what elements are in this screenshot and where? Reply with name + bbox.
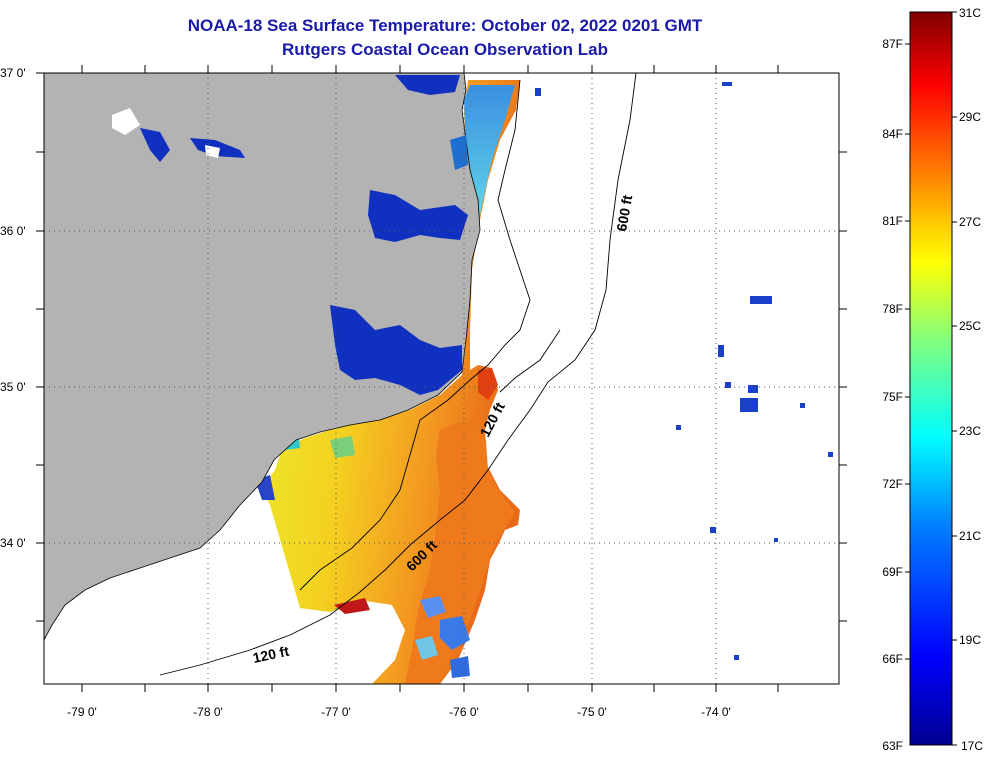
colorbar: 87F 84F 81F 78F 75F 72F 69F 66F 63F 31C …	[882, 6, 983, 753]
cloud-patches-land	[112, 108, 220, 158]
lon-label-74: -74 0'	[701, 705, 731, 719]
cbar-f-78: 78F	[882, 302, 903, 316]
contour-label-600-north: 600 ft	[613, 193, 635, 232]
cbar-c-29: 29C	[959, 110, 981, 124]
graticule	[44, 73, 839, 684]
map-frame	[43, 72, 840, 685]
lat-label-37: 37 0'	[0, 66, 26, 80]
sst-swath	[255, 80, 520, 684]
lon-label-76: -76 0'	[449, 705, 479, 719]
cbar-f-66: 66F	[882, 652, 903, 666]
lat-label-34: 34 0'	[0, 536, 26, 550]
cbar-c-17: 17C	[961, 739, 983, 753]
cbar-c-27: 27C	[959, 215, 981, 229]
cbar-c-25: 25C	[959, 319, 981, 333]
cbar-c-19: 19C	[959, 633, 981, 647]
cbar-f-72: 72F	[882, 477, 903, 491]
map-title: NOAA-18 Sea Surface Temperature: October…	[187, 16, 703, 35]
cbar-f-63: 63F	[882, 739, 903, 753]
estuaries	[140, 75, 468, 395]
cbar-f-81: 81F	[882, 214, 903, 228]
cbar-f-84: 84F	[882, 127, 903, 141]
lon-label-75: -75 0'	[577, 705, 607, 719]
cbar-c-31: 31C	[959, 6, 981, 20]
lat-label-35: 35 0'	[0, 380, 26, 394]
cbar-f-69: 69F	[882, 565, 903, 579]
map-subtitle: Rutgers Coastal Ocean Observation Lab	[282, 40, 608, 59]
cbar-c-21: 21C	[959, 529, 981, 543]
cbar-f-75: 75F	[882, 390, 903, 404]
cbar-f-87: 87F	[882, 37, 903, 51]
lon-label-77: -77 0'	[321, 705, 351, 719]
contour-label-120-south: 120 ft	[251, 643, 290, 666]
lon-label-78: -78 0'	[193, 705, 223, 719]
cbar-c-23: 23C	[959, 424, 981, 438]
lat-label-36: 36 0'	[0, 224, 26, 238]
axis-ticks	[36, 65, 847, 692]
lon-label-79: -79 0'	[67, 705, 97, 719]
offshore-pixels	[535, 82, 833, 660]
bathymetry-contours	[159, 72, 637, 676]
